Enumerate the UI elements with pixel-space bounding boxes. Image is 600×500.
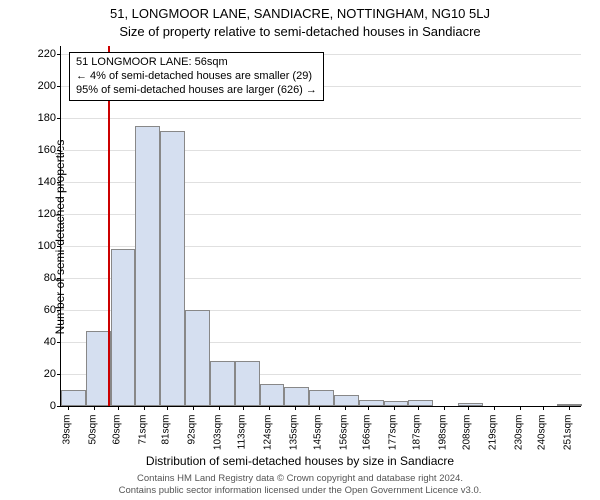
histogram-bar	[86, 331, 111, 406]
y-tick-label: 0	[16, 400, 56, 412]
x-tick-mark	[418, 406, 419, 410]
histogram-bar	[334, 395, 359, 406]
x-tick-label: 166sqm	[362, 415, 373, 465]
x-tick-mark	[319, 406, 320, 410]
x-tick-label: 240sqm	[537, 415, 548, 465]
footer-line1: Contains HM Land Registry data © Crown c…	[137, 473, 463, 484]
footer-attribution: Contains HM Land Registry data © Crown c…	[0, 473, 600, 496]
y-tick-label: 160	[16, 144, 56, 156]
y-tick-label: 100	[16, 240, 56, 252]
y-tick-mark	[57, 342, 61, 343]
plot-area: 51 LONGMOOR LANE: 56sqm← 4% of semi-deta…	[60, 46, 581, 407]
y-tick-label: 20	[16, 368, 56, 380]
annotation-line3: 95% of semi-detached houses are larger (…	[76, 84, 317, 98]
annotation-line1: 51 LONGMOOR LANE: 56sqm	[76, 56, 317, 70]
y-tick-mark	[57, 150, 61, 151]
x-tick-mark	[394, 406, 395, 410]
histogram-bar	[160, 131, 185, 406]
x-tick-label: 208sqm	[461, 415, 472, 465]
x-tick-mark	[94, 406, 95, 410]
x-tick-mark	[368, 406, 369, 410]
histogram-bar	[309, 390, 334, 406]
x-tick-label: 187sqm	[411, 415, 422, 465]
histogram-bar	[111, 249, 136, 406]
x-tick-label: 71sqm	[137, 415, 148, 465]
x-tick-label: 251sqm	[563, 415, 574, 465]
histogram-bar	[235, 361, 260, 406]
annotation-box: 51 LONGMOOR LANE: 56sqm← 4% of semi-deta…	[69, 52, 324, 101]
x-tick-label: 177sqm	[388, 415, 399, 465]
histogram-bar	[408, 400, 433, 406]
x-tick-mark	[468, 406, 469, 410]
x-tick-label: 81sqm	[161, 415, 172, 465]
x-tick-label: 39sqm	[62, 415, 73, 465]
x-tick-label: 156sqm	[338, 415, 349, 465]
x-tick-mark	[193, 406, 194, 410]
x-tick-label: 113sqm	[237, 415, 248, 465]
x-tick-label: 92sqm	[187, 415, 198, 465]
y-tick-label: 40	[16, 336, 56, 348]
x-tick-mark	[219, 406, 220, 410]
histogram-bar	[359, 400, 384, 406]
x-tick-label: 60sqm	[111, 415, 122, 465]
footer-line2: Contains public sector information licen…	[119, 485, 482, 496]
x-tick-label: 124sqm	[263, 415, 274, 465]
gridline-h	[61, 118, 581, 119]
histogram-bar	[260, 384, 285, 406]
histogram-bar	[210, 361, 235, 406]
x-tick-label: 230sqm	[513, 415, 524, 465]
y-tick-mark	[57, 406, 61, 407]
x-tick-label: 103sqm	[213, 415, 224, 465]
y-tick-mark	[57, 118, 61, 119]
x-tick-mark	[144, 406, 145, 410]
y-tick-mark	[57, 214, 61, 215]
x-tick-mark	[543, 406, 544, 410]
histogram-bar	[61, 390, 86, 406]
y-tick-mark	[57, 182, 61, 183]
y-tick-mark	[57, 54, 61, 55]
y-tick-mark	[57, 86, 61, 87]
histogram-bar	[135, 126, 160, 406]
x-tick-mark	[295, 406, 296, 410]
x-tick-mark	[167, 406, 168, 410]
x-tick-mark	[520, 406, 521, 410]
x-tick-mark	[118, 406, 119, 410]
y-tick-mark	[57, 278, 61, 279]
y-tick-mark	[57, 310, 61, 311]
y-tick-label: 80	[16, 272, 56, 284]
y-tick-label: 180	[16, 112, 56, 124]
annotation-line2: ← 4% of semi-detached houses are smaller…	[76, 70, 317, 84]
x-tick-mark	[269, 406, 270, 410]
histogram-bar	[384, 401, 409, 406]
x-tick-label: 198sqm	[437, 415, 448, 465]
chart-title-line1: 51, LONGMOOR LANE, SANDIACRE, NOTTINGHAM…	[0, 6, 600, 21]
x-tick-mark	[569, 406, 570, 410]
x-tick-mark	[444, 406, 445, 410]
y-tick-label: 200	[16, 80, 56, 92]
x-tick-mark	[494, 406, 495, 410]
y-tick-label: 220	[16, 48, 56, 60]
x-tick-mark	[243, 406, 244, 410]
x-tick-mark	[68, 406, 69, 410]
histogram-bar	[284, 387, 309, 406]
histogram-bar	[458, 403, 483, 406]
chart-title-line2: Size of property relative to semi-detach…	[0, 24, 600, 39]
y-tick-label: 140	[16, 176, 56, 188]
histogram-bar	[185, 310, 210, 406]
y-tick-label: 120	[16, 208, 56, 220]
x-tick-label: 219sqm	[487, 415, 498, 465]
x-tick-label: 50sqm	[88, 415, 99, 465]
x-tick-label: 135sqm	[289, 415, 300, 465]
x-tick-label: 145sqm	[312, 415, 323, 465]
y-tick-label: 60	[16, 304, 56, 316]
chart-container: 51, LONGMOOR LANE, SANDIACRE, NOTTINGHAM…	[0, 0, 600, 500]
y-tick-mark	[57, 374, 61, 375]
x-tick-mark	[345, 406, 346, 410]
y-tick-mark	[57, 246, 61, 247]
